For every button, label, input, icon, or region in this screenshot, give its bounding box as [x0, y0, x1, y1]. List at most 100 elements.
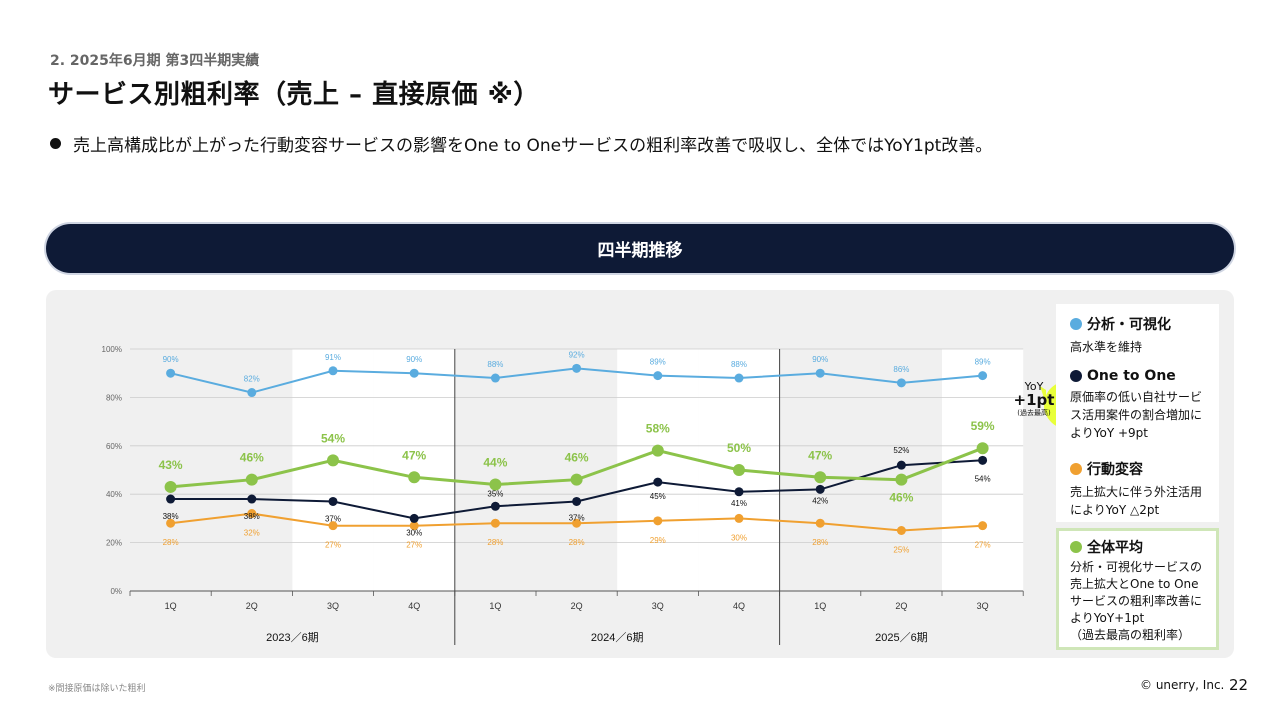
data-label: 90%: [163, 355, 179, 364]
summary-bullet: 売上高構成比が上がった行動変容サービスの影響をOne to Oneサービスの粗利…: [50, 131, 992, 156]
banner-label: 四半期推移: [597, 241, 683, 261]
data-label: 28%: [487, 538, 503, 547]
data-label: 46%: [240, 451, 264, 465]
line-chart: 0% 20% 40% 60% 80% 100% 1Q 2Q 3Q 4Q 1Q 2Q 3Q 4Q 1Q 2Q 3Q…: [102, 345, 1092, 645]
data-point: [815, 368, 825, 378]
x-tick-label: 4Q: [733, 601, 745, 611]
page-number: 22: [1229, 676, 1249, 694]
data-point: [409, 521, 419, 531]
data-label: 58%: [646, 422, 670, 436]
data-label: 46%: [565, 451, 589, 465]
data-point: [734, 513, 744, 523]
data-point: [815, 518, 825, 528]
x-tick-label: 3Q: [652, 601, 664, 611]
data-label: 86%: [893, 365, 909, 374]
y-tick-label: 40%: [106, 490, 122, 499]
data-label: 52%: [893, 446, 909, 455]
legend-label: 分析・可視化: [1087, 317, 1171, 333]
period-label: 2025／6期: [875, 631, 928, 644]
data-point: [166, 368, 176, 378]
data-point: [978, 521, 988, 531]
data-point: [408, 471, 421, 484]
data-label: 44%: [483, 456, 507, 470]
x-tick-label: 1Q: [814, 601, 826, 611]
legend-box-highlight: 全体平均 分析・可視化サービスの売上拡大とOne to Oneサービスの粗利率改…: [1056, 528, 1219, 650]
data-point: [328, 521, 338, 531]
data-point: [978, 371, 988, 381]
x-tick-label: 1Q: [489, 601, 501, 611]
data-label: 25%: [893, 546, 909, 555]
data-point: [247, 509, 257, 519]
data-point: [327, 454, 339, 467]
data-label: 30%: [406, 528, 422, 537]
legend-desc: 売上拡大に伴う外注活用によりYoY △2pt: [1070, 485, 1203, 517]
x-tick-label: 1Q: [165, 601, 177, 611]
data-point: [814, 471, 827, 484]
data-label: 28%: [812, 538, 828, 547]
x-tick-label: 4Q: [408, 601, 420, 611]
data-point: [247, 494, 257, 504]
data-point: [976, 442, 989, 455]
data-label: 27%: [325, 541, 341, 550]
callout-bubble: [1040, 386, 1046, 404]
data-point: [247, 388, 257, 398]
data-label: 91%: [325, 353, 341, 362]
data-point: [245, 473, 258, 486]
legend-label: 全体平均: [1087, 540, 1143, 556]
data-point: [490, 501, 500, 511]
y-tick-label: 20%: [106, 539, 122, 548]
x-tick-label: 2Q: [571, 601, 583, 611]
data-label: 32%: [244, 529, 260, 538]
data-label: 27%: [406, 541, 422, 550]
data-point: [328, 496, 338, 506]
data-point: [409, 368, 419, 378]
callout-text: YoY +1pt (過去最高): [1006, 381, 1062, 417]
copyright: © unerry, Inc.: [1140, 678, 1225, 692]
data-label: 89%: [650, 358, 666, 367]
data-label: 89%: [975, 358, 991, 367]
section-label: 2. 2025年6月期 第3四半期実績: [50, 53, 260, 69]
data-label: 47%: [808, 448, 832, 462]
data-point: [734, 487, 744, 497]
period-label: 2023／6期: [266, 631, 319, 644]
data-label: 37%: [325, 514, 341, 523]
data-label: 88%: [731, 360, 747, 369]
data-label: 88%: [487, 360, 503, 369]
page-title: サービス別粗利率（売上 – 直接原価 ※）: [48, 80, 540, 110]
data-point: [572, 518, 582, 528]
data-point: [733, 464, 745, 476]
callout-line2: +1pt: [1013, 391, 1055, 409]
data-point: [651, 444, 664, 457]
legend-label: 行動変容: [1087, 462, 1143, 478]
callout-line3: (過去最高): [1017, 409, 1051, 417]
data-label: 28%: [163, 538, 179, 547]
data-label: 37%: [569, 513, 585, 522]
data-point: [490, 518, 500, 528]
callout-line1: YoY: [1024, 380, 1044, 393]
legend-dot-icon: [1070, 370, 1082, 382]
data-label: 90%: [812, 355, 828, 364]
footnote: ※間接原価は除いた粗利: [48, 684, 146, 694]
data-label: 38%: [244, 512, 260, 521]
section-banner: 四半期推移: [46, 224, 1234, 273]
data-point: [653, 371, 663, 381]
data-label: 28%: [569, 538, 585, 547]
legend-dot-icon: [1070, 318, 1082, 330]
legend-desc: 分析・可視化サービスの売上拡大とOne to Oneサービスの粗利率改善によりY…: [1070, 560, 1203, 642]
data-label: 90%: [406, 355, 422, 364]
data-label: 47%: [402, 448, 426, 462]
legend-desc: 高水準を維持: [1070, 340, 1143, 354]
data-point: [570, 473, 583, 486]
data-point: [896, 378, 906, 388]
data-label: 54%: [975, 474, 991, 483]
data-label: 42%: [812, 496, 828, 505]
summary-text: 売上高構成比が上がった行動変容サービスの影響をOne to Oneサービスの粗利…: [73, 136, 993, 156]
data-label: 82%: [244, 375, 260, 384]
data-label: 50%: [727, 441, 751, 455]
legend-label: One to One: [1087, 368, 1176, 384]
data-point: [166, 494, 176, 504]
data-point: [815, 484, 825, 494]
x-tick-label: 2Q: [895, 601, 907, 611]
column-band: [292, 349, 374, 591]
legend-item-analysis: 分析・可視化 高水準を維持: [1070, 314, 1210, 356]
